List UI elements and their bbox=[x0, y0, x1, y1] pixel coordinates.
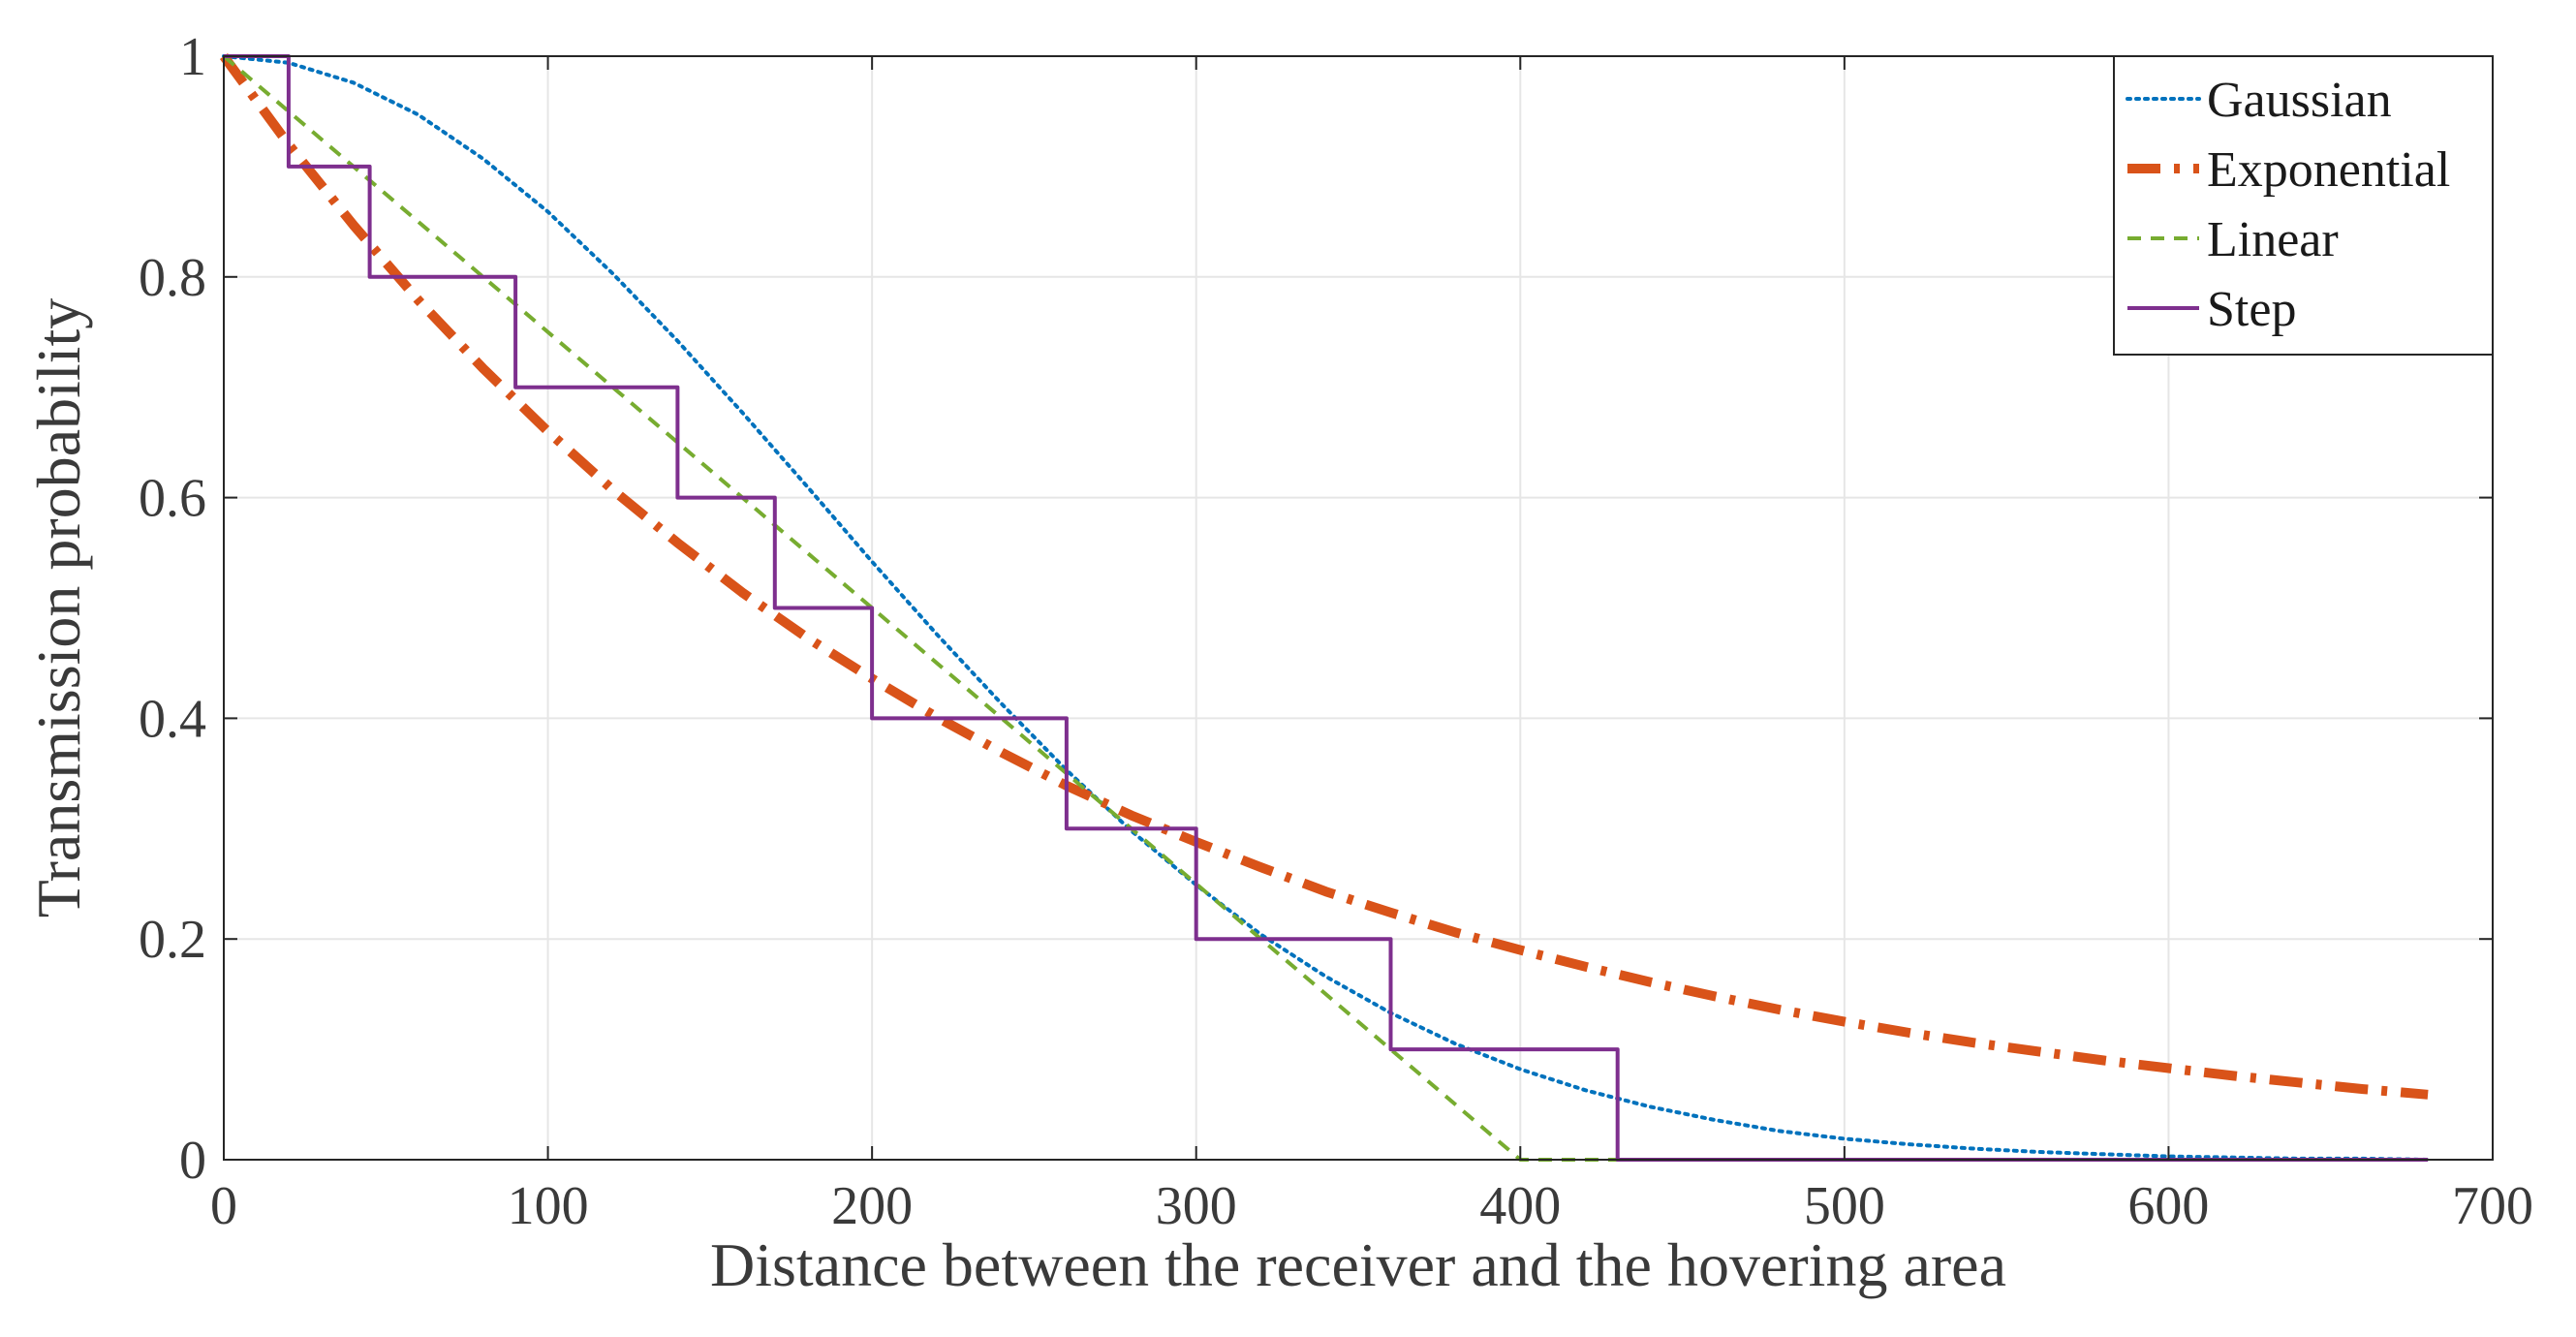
plot-area-border bbox=[223, 55, 2494, 1161]
x-tick-label: 400 bbox=[1479, 1176, 1561, 1236]
x-tick-label: 200 bbox=[831, 1176, 913, 1236]
legend: Gaussian Exponential Linear Step bbox=[2113, 55, 2494, 356]
x-tick-label: 300 bbox=[1156, 1176, 1237, 1236]
series-layer bbox=[219, 53, 2431, 1162]
x-tick-label: 600 bbox=[2127, 1176, 2209, 1236]
y-tick-label: 0 bbox=[179, 1131, 206, 1191]
y-tick-label: 0.8 bbox=[139, 248, 206, 308]
series-line-exponential bbox=[219, 53, 2429, 1100]
x-tick-label: 0 bbox=[210, 1176, 237, 1236]
y-tick-label: 1 bbox=[179, 27, 206, 87]
legend-label-linear: Linear bbox=[2207, 212, 2339, 267]
axis-ticks: 0 100 200 300 400 500 600 700 0 0.2 0.4 0.6 0.8 1 bbox=[139, 27, 2533, 1236]
legend-label-step: Step bbox=[2207, 282, 2296, 337]
legend-label-exponential: Exponential bbox=[2207, 142, 2450, 198]
y-tick-label: 0.6 bbox=[139, 469, 206, 529]
x-axis-title: Distance between the receiver and the ho… bbox=[710, 1230, 2006, 1299]
y-tick-label: 0.2 bbox=[139, 910, 206, 970]
legend-box bbox=[2113, 55, 2494, 356]
series-line-linear bbox=[222, 54, 2429, 1162]
series-line-gaussian bbox=[222, 54, 2431, 1162]
series-line-step bbox=[224, 54, 2429, 1162]
x-tick-label: 100 bbox=[508, 1176, 589, 1236]
y-axis-title: Transmission probability bbox=[24, 298, 93, 917]
x-tick-label: 700 bbox=[2452, 1176, 2533, 1236]
x-tick-label: 500 bbox=[1804, 1176, 1885, 1236]
y-tick-label: 0.4 bbox=[139, 689, 206, 749]
legend-label-gaussian: Gaussian bbox=[2207, 73, 2392, 128]
